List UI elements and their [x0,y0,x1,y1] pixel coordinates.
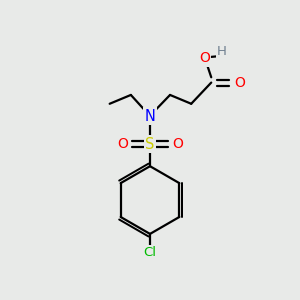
Text: H: H [217,45,227,58]
Text: S: S [145,136,155,152]
Text: Cl: Cl [143,246,157,259]
Text: N: N [145,109,155,124]
Text: O: O [199,51,210,65]
Text: O: O [234,76,245,90]
Text: O: O [172,137,183,151]
Text: O: O [117,137,128,151]
